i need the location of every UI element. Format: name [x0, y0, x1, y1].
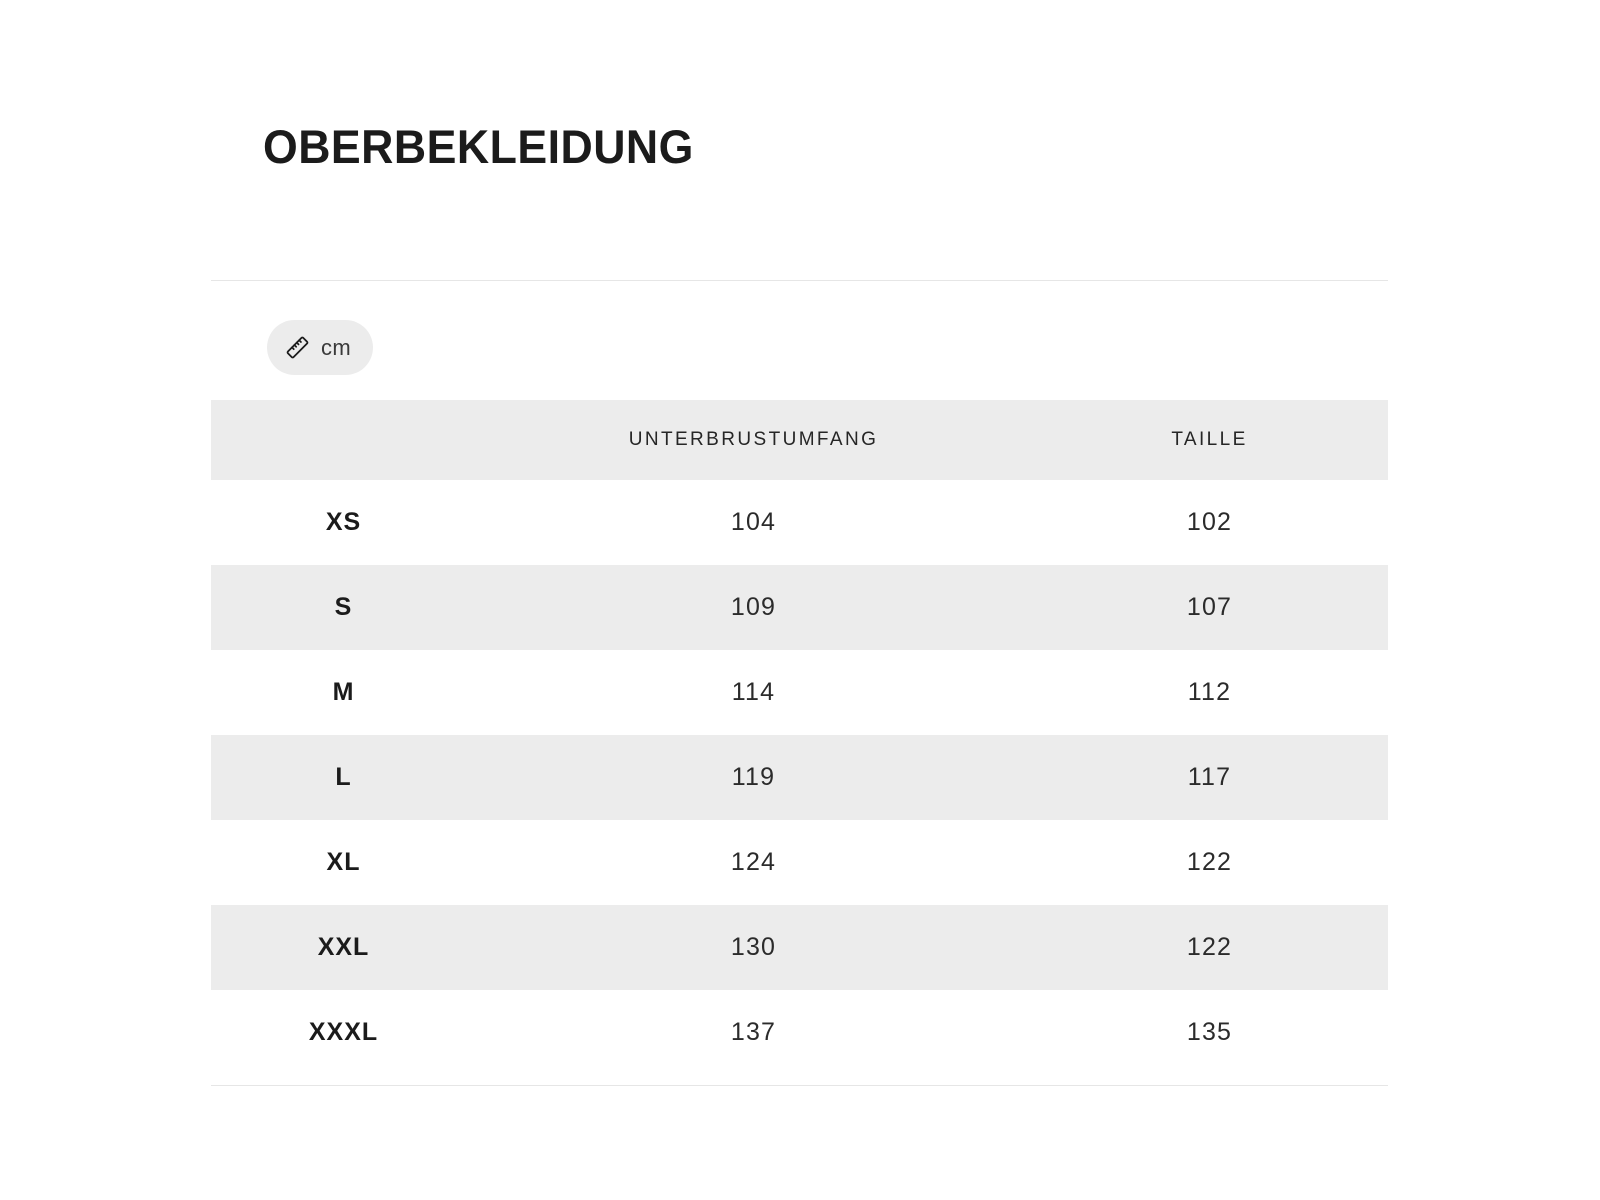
- size-chart-table: UNTERBRUSTUMFANG TAILLE XS 104 102 S 109…: [211, 400, 1388, 1075]
- column-header-unterbrustumfang: UNTERBRUSTUMFANG: [476, 400, 1031, 480]
- cell-taille: 117: [1031, 735, 1388, 820]
- cell-unterbrustumfang: 119: [476, 735, 1031, 820]
- divider-bottom: [211, 1085, 1388, 1086]
- table-body: XS 104 102 S 109 107 M 114 112 L 119 117…: [211, 480, 1388, 1075]
- cell-taille: 112: [1187, 678, 1232, 706]
- ruler-icon: [285, 335, 310, 360]
- cell-size: XXL: [211, 905, 476, 990]
- table-header-row: UNTERBRUSTUMFANG TAILLE: [211, 400, 1388, 480]
- cell-size: S: [211, 565, 476, 650]
- table-row: XXL 130 122: [211, 905, 1388, 990]
- table-row: XS 104 102: [211, 480, 1388, 565]
- column-header-size: [211, 400, 476, 480]
- cell-unterbrustumfang: 104: [730, 508, 777, 536]
- cell-size: XXXL: [308, 1018, 379, 1046]
- cell-taille: 122: [1031, 905, 1388, 990]
- cell-size: M: [332, 678, 355, 706]
- table-row: S 109 107: [211, 565, 1388, 650]
- cell-unterbrustumfang: 137: [730, 1018, 777, 1046]
- table-row: M 114 112: [211, 650, 1388, 735]
- unit-label: cm: [321, 334, 352, 360]
- cell-unterbrustumfang: 114: [731, 678, 776, 706]
- column-header-taille: TAILLE: [1031, 400, 1388, 480]
- cell-unterbrustumfang: 124: [730, 848, 777, 876]
- cell-size: XS: [325, 508, 362, 536]
- unit-badge[interactable]: cm: [267, 320, 374, 375]
- cell-taille: 122: [1186, 848, 1233, 876]
- cell-taille: 107: [1031, 565, 1388, 650]
- table-row: L 119 117: [211, 735, 1388, 820]
- cell-unterbrustumfang: 109: [476, 565, 1031, 650]
- page-title: OBERBEKLEIDUNG: [263, 120, 694, 174]
- table-row: XL 124 122: [211, 820, 1388, 905]
- cell-taille: 102: [1186, 508, 1233, 536]
- table-row: XXXL 137 135: [211, 990, 1388, 1075]
- divider-top: [211, 280, 1388, 281]
- cell-size: XL: [326, 848, 361, 876]
- table-header: UNTERBRUSTUMFANG TAILLE: [211, 400, 1388, 480]
- cell-taille: 135: [1186, 1018, 1233, 1046]
- cell-unterbrustumfang: 130: [476, 905, 1031, 990]
- cell-size: L: [211, 735, 476, 820]
